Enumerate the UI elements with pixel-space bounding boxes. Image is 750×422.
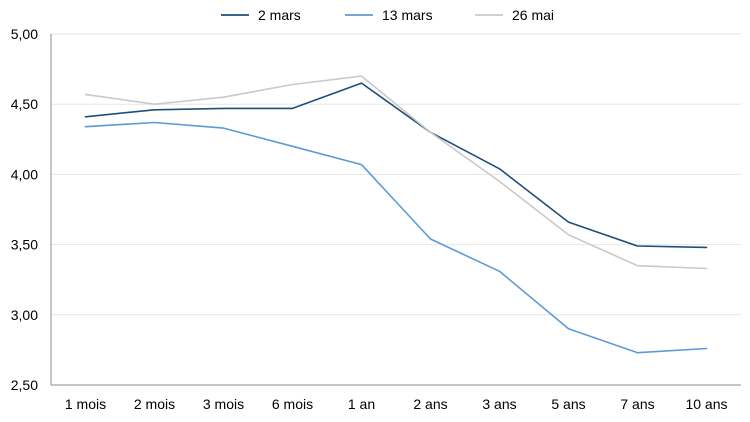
series-lines <box>84 75 708 354</box>
legend-label: 13 mars <box>382 7 433 23</box>
series-line-2 <box>84 121 708 354</box>
series-line-3 <box>84 75 708 270</box>
x-tick-label: 10 ans <box>685 396 727 412</box>
x-tick-label: 1 mois <box>65 396 106 412</box>
y-tick-label: 3,50 <box>11 237 38 253</box>
y-tick-label: 5,00 <box>11 26 38 42</box>
y-tick-label: 4,00 <box>11 166 38 182</box>
legend-item: 2 mars <box>221 7 301 23</box>
y-tick-label: 4,50 <box>11 96 38 112</box>
x-tick-label: 5 ans <box>551 396 585 412</box>
x-tick-label: 3 ans <box>482 396 516 412</box>
y-axis-ticks: 5,00 4,50 4,00 3,50 3,00 2,50 <box>11 26 38 393</box>
legend-label: 2 mars <box>258 7 301 23</box>
x-tick-label: 2 ans <box>413 396 447 412</box>
x-axis-ticks: 1 mois 2 mois 3 mois 6 mois 1 an 2 ans 3 ans 5 … <box>65 396 728 412</box>
x-tick-label: 2 mois <box>134 396 175 412</box>
axes <box>50 34 741 386</box>
x-tick-label: 3 mois <box>203 396 244 412</box>
x-tick-label: 1 an <box>348 396 375 412</box>
series-line-1 <box>84 82 708 249</box>
x-tick-label: 6 mois <box>272 396 313 412</box>
legend: 2 mars 13 mars 26 mai <box>221 7 554 23</box>
legend-item: 13 mars <box>345 7 433 23</box>
legend-label: 26 mai <box>512 7 554 23</box>
y-tick-label: 2,50 <box>11 377 38 393</box>
y-tick-label: 3,00 <box>11 307 38 323</box>
gridlines <box>51 33 741 316</box>
x-tick-label: 7 ans <box>620 396 654 412</box>
legend-item: 26 mai <box>475 7 554 23</box>
